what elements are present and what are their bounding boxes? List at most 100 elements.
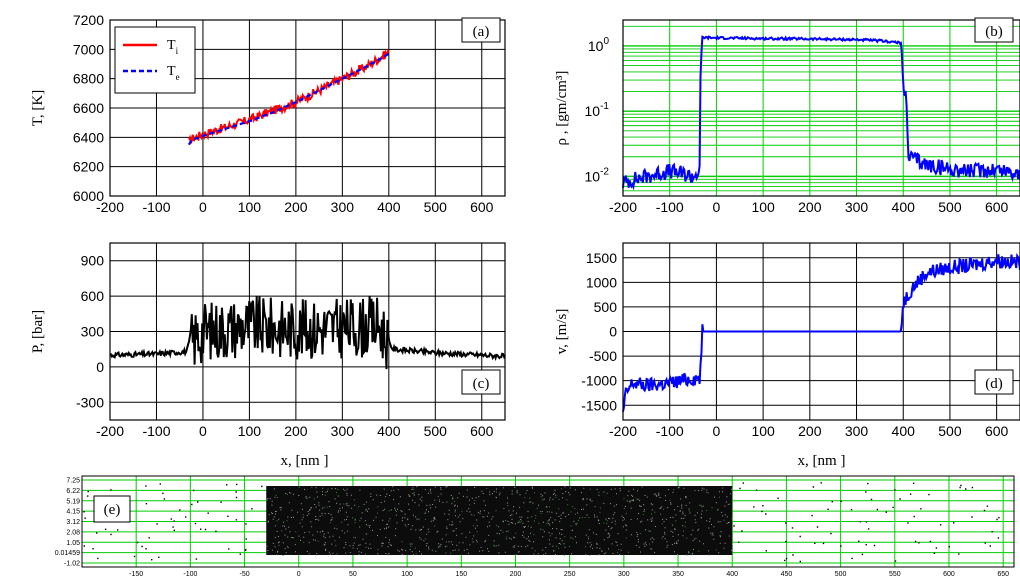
- y-tick-label: -300: [76, 394, 104, 410]
- x-tick-label: -100: [656, 423, 684, 439]
- x-tick-label: -50: [239, 571, 249, 578]
- x-tick-label: 300: [845, 423, 869, 439]
- y-tick-label: 5.19: [66, 498, 80, 505]
- panel-label-box: [461, 369, 501, 395]
- legend-main: T: [167, 38, 176, 53]
- x-tick-label: 500: [938, 423, 962, 439]
- panel-label: (c): [473, 376, 490, 392]
- series-line-Te: [188, 53, 389, 146]
- x-tick-label: 0: [199, 199, 207, 215]
- y-axis-label: T, [K]: [30, 90, 46, 126]
- y-tick-label: -1.02: [64, 561, 80, 568]
- x-tick-label: -200: [609, 423, 637, 439]
- x-tick-label: 0: [713, 423, 721, 439]
- y-tick-exponent: -1: [600, 101, 609, 112]
- x-axis-label: x, [nm ]: [798, 453, 846, 469]
- x-axis-label: x, [nm ]: [281, 453, 329, 469]
- x-tick-label: 600: [985, 199, 1009, 215]
- x-tick-label: -100: [142, 199, 170, 215]
- y-tick-label: 4.15: [66, 509, 80, 516]
- panel-label-box: [974, 369, 1014, 395]
- x-tick-label: 200: [798, 199, 822, 215]
- y-tick-label: 0: [609, 324, 617, 340]
- x-tick-label: 650: [997, 571, 1009, 578]
- grid: [109, 243, 505, 420]
- x-tick-label: 300: [618, 571, 630, 578]
- y-tick-label: 1.05: [66, 540, 80, 547]
- x-tick-label: 400: [726, 571, 738, 578]
- panel-label: (a): [473, 24, 490, 40]
- y-axis-label: P, [bar]: [30, 310, 46, 353]
- y-tick-label: 900: [81, 253, 105, 269]
- x-tick-label: 0: [199, 423, 207, 439]
- x-tick-label: 400: [377, 423, 401, 439]
- series-line-v: [622, 252, 1020, 412]
- panel-label-box: [974, 17, 1014, 43]
- y-tick-label: 7.25: [66, 478, 80, 485]
- series-line-Ti: [188, 49, 390, 144]
- x-tick-label: 200: [284, 199, 308, 215]
- x-tick-label: 50: [349, 571, 357, 578]
- x-tick-label: 300: [331, 423, 355, 439]
- y-axis-label: ρ , [gm/cm³]: [554, 71, 570, 146]
- x-tick-label: 350: [672, 571, 684, 578]
- x-tick-label: -100: [183, 571, 197, 578]
- y-tick-label: 0: [96, 359, 104, 375]
- x-tick-label: -100: [656, 199, 684, 215]
- legend-sub: e: [176, 72, 180, 82]
- panel-a-temperature: -200 -100 0 100 200 300 400 500 600 6000 6200 6400 6…: [30, 12, 506, 215]
- panel-label-box: [461, 17, 501, 43]
- y-tick-base: 10: [585, 168, 601, 184]
- panel-label: (d): [985, 376, 1003, 392]
- plot-frame: [109, 19, 506, 197]
- x-tick-label: 600: [943, 571, 955, 578]
- y-tick-label: 3.12: [66, 519, 80, 526]
- y-tick-label: 0.01459: [55, 550, 80, 557]
- x-tick-label: 600: [470, 199, 494, 215]
- y-tick-label: 1500: [586, 250, 617, 266]
- x-tick-label: 200: [284, 423, 308, 439]
- plot-frame: [81, 475, 1015, 568]
- x-tick-label: -150: [129, 571, 143, 578]
- y-tick-exponent: -2: [600, 166, 609, 177]
- y-tick-label: 7200: [73, 12, 104, 28]
- dense-particle-green-speckle: [266, 486, 733, 556]
- y-tick-label: 600: [81, 288, 105, 304]
- panel-e-particle-snapshot: 7.25 6.22 5.19 4.15 3.12 2.08 1.05 0.01459 -1.02…: [55, 475, 1015, 578]
- y-tick-exponent: 0: [603, 36, 609, 47]
- legend-box: [114, 26, 196, 94]
- plot-frame: [622, 242, 1020, 421]
- y-tick-label: 10-2: [585, 166, 610, 184]
- x-tick-label: 0: [297, 571, 301, 578]
- y-tick-label: 6000: [73, 188, 104, 204]
- y-tick-label: -1000: [581, 373, 617, 389]
- legend-main: T: [167, 64, 176, 79]
- x-tick-label: 100: [751, 199, 775, 215]
- x-tick-label: 300: [331, 199, 355, 215]
- x-tick-label: 250: [564, 571, 576, 578]
- series-line-P: [109, 295, 506, 370]
- x-tick-label: -100: [142, 423, 170, 439]
- legend-entry: Ti: [167, 38, 179, 56]
- x-tick-label: 100: [401, 571, 413, 578]
- x-tick-label: 400: [892, 423, 916, 439]
- x-tick-label: 600: [985, 423, 1009, 439]
- x-tick-label: 600: [470, 423, 494, 439]
- x-tick-label: -200: [96, 423, 124, 439]
- y-tick-label: 100: [588, 36, 610, 54]
- x-tick-label: 100: [751, 423, 775, 439]
- x-tick-label: -200: [609, 199, 637, 215]
- panel-label: (e): [104, 502, 121, 518]
- x-tick-label: 400: [377, 199, 401, 215]
- y-tick-base: 10: [588, 38, 604, 54]
- dense-particle-region: [266, 486, 733, 555]
- x-tick-label: 100: [238, 199, 262, 215]
- y-tick-label: 6.22: [66, 488, 80, 495]
- y-tick-label: 6200: [73, 159, 104, 175]
- x-tick-label: 500: [424, 199, 448, 215]
- y-tick-label: 6800: [73, 71, 104, 87]
- series-line-rho: [622, 34, 1020, 191]
- x-tick-label: 500: [424, 423, 448, 439]
- y-tick-label: -1500: [581, 397, 617, 413]
